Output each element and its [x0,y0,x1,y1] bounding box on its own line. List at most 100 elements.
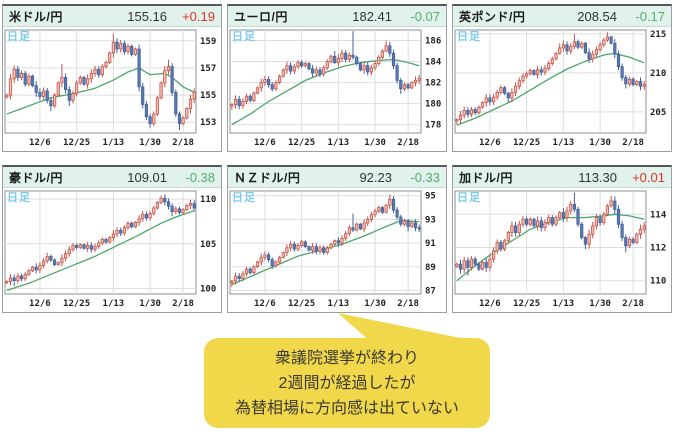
svg-text:215: 215 [650,30,666,40]
speech-bubble-tail [338,313,485,343]
svg-text:178: 178 [425,121,441,131]
svg-text:186: 186 [425,37,441,47]
chart-body: 日足 12/6 12/25 1/13 1/30 2/18 215 210 205 [453,27,671,150]
svg-text:1/30: 1/30 [364,299,386,309]
svg-text:205: 205 [650,108,666,118]
svg-text:12/6: 12/6 [254,138,276,148]
pair-price: 109.01 [127,169,167,185]
candlestick-chart: 12/6 12/25 1/13 1/30 2/18 95 93 91 89 87 [229,190,436,309]
svg-text:95: 95 [425,192,436,202]
svg-text:2/18: 2/18 [172,299,194,309]
chart-body: 日足 12/6 12/25 1/13 1/30 2/18 110 105 100 [3,188,221,311]
chart-panel-aud-jpy[interactable]: 豪ドル/円 109.01 -0.38 日足 12/6 12/25 1/13 1/30 2… [2,165,222,313]
pair-change: -0.33 [410,169,440,185]
pair-change: +0.01 [632,169,665,185]
svg-text:184: 184 [425,58,442,68]
svg-text:12/25: 12/25 [63,299,90,309]
svg-text:1/13: 1/13 [553,299,575,309]
chart-header: 英ポンド/円 208.54 -0.17 [453,6,671,27]
svg-text:155: 155 [200,91,216,101]
svg-text:12/25: 12/25 [288,138,315,148]
pair-name: 加ドル/円 [459,170,513,185]
svg-text:12/25: 12/25 [63,138,90,148]
svg-text:1/30: 1/30 [139,138,161,148]
svg-text:1/13: 1/13 [328,138,350,148]
timeframe-label: 日足 [7,192,31,204]
pair-name: 豪ドル/円 [9,170,63,185]
svg-text:157: 157 [200,64,216,74]
svg-text:1/13: 1/13 [553,138,575,148]
chart-header: 米ドル/円 155.16 +0.19 [3,6,221,27]
timeframe-label: 日足 [7,31,31,43]
pair-change: -0.07 [410,8,440,24]
chart-header: ＮＺドル/円 92.23 -0.33 [228,167,446,188]
svg-text:105: 105 [200,240,216,250]
chart-grid: 米ドル/円 155.16 +0.19 日足 12/6 12/25 1/13 1/30 2… [2,4,672,313]
svg-text:1/30: 1/30 [364,138,386,148]
timeframe-label: 日足 [232,31,256,43]
svg-text:12/6: 12/6 [254,299,276,309]
pair-name: 米ドル/円 [9,9,63,24]
bubble-line: 為替相場に方向感は出ていない [234,399,459,417]
svg-text:1/30: 1/30 [139,299,161,309]
svg-text:12/6: 12/6 [479,138,501,148]
svg-text:1/30: 1/30 [589,299,611,309]
timeframe-label: 日足 [457,31,481,43]
pair-change: -0.17 [635,8,665,24]
chart-body: 日足 12/6 12/25 1/13 1/30 2/18 186 184 182 180 178 [228,27,446,150]
chart-header: 加ドル/円 113.30 +0.01 [453,167,671,188]
candlestick-chart: 12/6 12/25 1/13 1/30 2/18 215 210 205 [454,29,666,148]
svg-text:2/18: 2/18 [622,138,644,148]
chart-panel-eur-jpy[interactable]: ユーロ/円 182.41 -0.07 日足 12/6 12/25 1/13 1/30 2… [227,4,447,152]
svg-text:2/18: 2/18 [172,138,194,148]
chart-body: 日足 12/6 12/25 1/13 1/30 2/18 159 157 155 153 [3,27,221,150]
chart-panel-gbp-jpy[interactable]: 英ポンド/円 208.54 -0.17 日足 12/6 12/25 1/13 1/30… [452,4,672,152]
candlestick-chart: 12/6 12/25 1/13 1/30 2/18 110 105 100 [4,190,216,309]
svg-text:112: 112 [650,244,666,254]
svg-text:114: 114 [650,210,667,220]
bubble-line: 2週間が経過したが [278,374,416,392]
svg-text:110: 110 [650,277,666,287]
chart-panel-cad-jpy[interactable]: 加ドル/円 113.30 +0.01 日足 12/6 12/25 1/13 1/30 2… [452,165,672,313]
svg-text:2/18: 2/18 [622,299,644,309]
candlestick-chart: 12/6 12/25 1/13 1/30 2/18 114 112 110 [454,190,667,309]
candlestick-chart: 12/6 12/25 1/13 1/30 2/18 159 157 155 153 [4,29,216,148]
svg-text:153: 153 [200,118,216,128]
timeframe-label: 日足 [232,192,256,204]
svg-text:93: 93 [425,215,436,225]
svg-text:12/6: 12/6 [29,138,51,148]
pair-name: ユーロ/円 [234,9,288,24]
pair-change: -0.38 [185,169,215,185]
svg-text:87: 87 [425,286,436,296]
svg-text:2/18: 2/18 [397,299,419,309]
chart-body: 日足 12/6 12/25 1/13 1/30 2/18 95 93 91 89 87 [228,188,446,311]
candlestick-chart: 12/6 12/25 1/13 1/30 2/18 186 184 182 180 178 [229,29,442,148]
svg-text:12/6: 12/6 [479,299,501,309]
chart-header: 豪ドル/円 109.01 -0.38 [3,167,221,188]
svg-text:12/25: 12/25 [513,299,540,309]
pair-price: 113.30 [578,169,617,185]
pair-price: 155.16 [127,8,167,24]
svg-text:182: 182 [425,79,441,89]
svg-text:210: 210 [650,69,666,79]
chart-header: ユーロ/円 182.41 -0.07 [228,6,446,27]
svg-text:12/6: 12/6 [29,299,51,309]
speech-bubble: 衆議院選挙が終わり 2週間が経過したが 為替相場に方向感は出ていない [204,338,490,428]
pair-change: +0.19 [182,8,215,24]
svg-text:180: 180 [425,100,441,110]
svg-text:159: 159 [200,37,216,47]
svg-text:12/25: 12/25 [513,138,540,148]
svg-text:100: 100 [200,285,216,295]
svg-text:1/13: 1/13 [103,299,125,309]
pair-price: 182.41 [352,8,392,24]
chart-panel-nzd-jpy[interactable]: ＮＺドル/円 92.23 -0.33 日足 12/6 12/25 1/13 1/30 2… [227,165,447,313]
chart-body: 日足 12/6 12/25 1/13 1/30 2/18 114 112 110 [453,188,671,311]
svg-text:91: 91 [425,239,436,249]
svg-text:1/30: 1/30 [589,138,611,148]
pair-price: 92.23 [359,169,392,185]
svg-text:2/18: 2/18 [397,138,419,148]
chart-panel-usd-jpy[interactable]: 米ドル/円 155.16 +0.19 日足 12/6 12/25 1/13 1/30 2… [2,4,222,152]
pair-name: 英ポンド/円 [459,9,526,24]
svg-text:1/13: 1/13 [328,299,350,309]
svg-text:12/25: 12/25 [288,299,315,309]
